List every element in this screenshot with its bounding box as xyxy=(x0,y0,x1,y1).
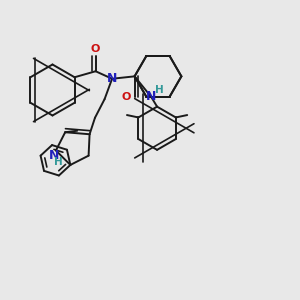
Text: H: H xyxy=(54,157,63,167)
Text: O: O xyxy=(122,92,131,102)
Text: N: N xyxy=(107,72,117,85)
Text: H: H xyxy=(155,85,164,95)
Text: N: N xyxy=(49,149,60,162)
Text: O: O xyxy=(91,44,100,54)
Text: N: N xyxy=(146,90,156,103)
